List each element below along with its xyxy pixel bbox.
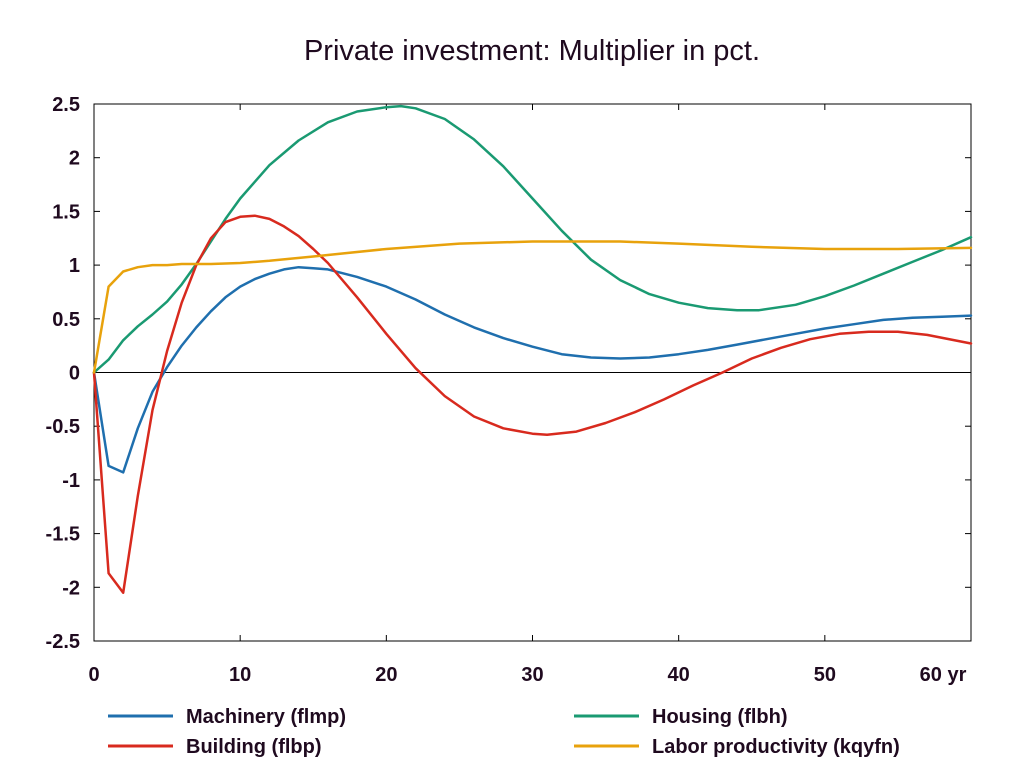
y-tick-label: -2: [62, 577, 80, 599]
legend-label: Building (flbp): [186, 736, 322, 758]
series-line-1: [92, 265, 973, 474]
y-tick-label: 0.5: [52, 309, 80, 331]
x-tick-label: 10: [229, 664, 251, 686]
y-tick-label: 2.5: [52, 94, 80, 116]
y-tick-label: -1: [62, 470, 80, 492]
x-tick-label: 0: [88, 664, 99, 686]
plot-area: 2.5 2 1.5 1 0.5 0 -0.5 -1 -1.5 -2 -2.5 0 10 20 30 40 50 6…: [46, 94, 973, 686]
series-line-4: [92, 240, 973, 374]
y-tick-label: -0.5: [46, 416, 80, 438]
x-tick-label: 60 yr: [920, 664, 967, 686]
y-tick-label: 1.5: [52, 201, 80, 223]
y-tick-label: 0: [69, 363, 80, 385]
x-tick-label: 50: [814, 664, 836, 686]
y-tick-label: -2.5: [46, 631, 80, 653]
x-tick-label: 20: [375, 664, 397, 686]
series-line-2: [92, 104, 973, 374]
legend-label: Labor productivity (kqyfn): [652, 736, 900, 758]
chart-title: Private investment: Multiplier in pct.: [304, 35, 760, 67]
y-tick-label: 1: [69, 255, 80, 277]
legend-label: Housing (flbh): [652, 706, 788, 728]
y-tick-label: 2: [69, 148, 80, 170]
legend: Machinery (flmp) Housing (flbh) Building (…: [108, 706, 900, 758]
series-line-3: [92, 214, 973, 594]
x-tick-label: 30: [521, 664, 543, 686]
y-tick-label: -1.5: [46, 524, 80, 546]
legend-label: Machinery (flmp): [186, 706, 346, 728]
x-tick-label: 40: [668, 664, 690, 686]
